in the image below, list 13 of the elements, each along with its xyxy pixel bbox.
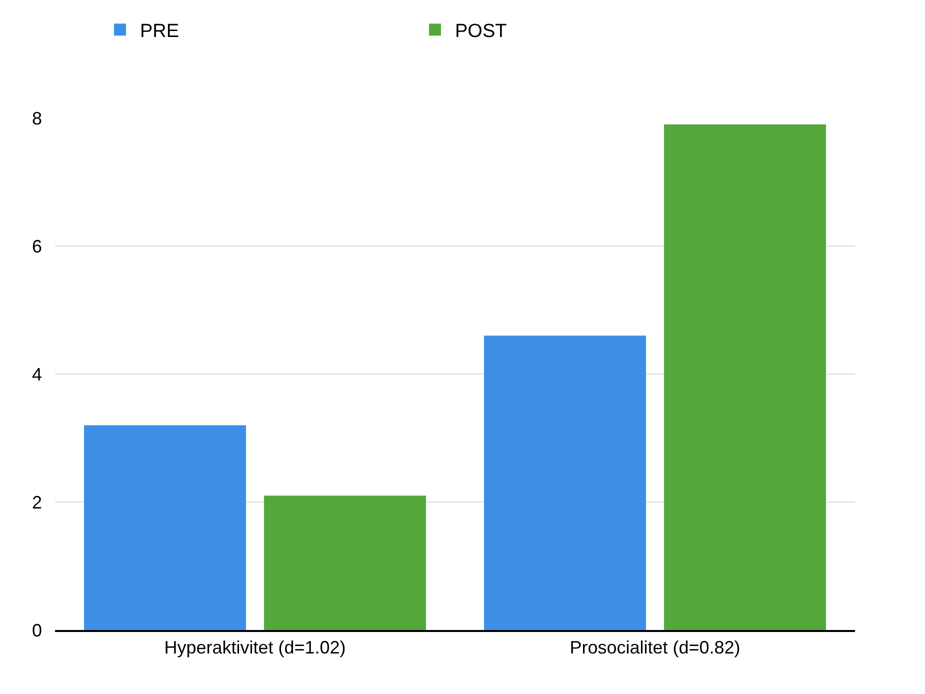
bar xyxy=(484,336,646,630)
bar xyxy=(264,496,426,630)
y-tick-label: 2 xyxy=(32,492,42,512)
y-tick-label: 8 xyxy=(32,108,42,128)
legend-label: POST xyxy=(455,21,508,42)
y-tick-label: 4 xyxy=(32,364,42,384)
y-tick-label: 0 xyxy=(32,620,42,640)
legend-label: PRE xyxy=(140,21,180,42)
bar xyxy=(84,425,246,630)
y-tick-label: 6 xyxy=(32,236,42,256)
bar xyxy=(664,124,826,630)
x-tick-label: Prosocialitet (d=0.82) xyxy=(570,638,740,658)
x-tick-label: Hyperaktivitet (d=1.02) xyxy=(164,638,346,658)
